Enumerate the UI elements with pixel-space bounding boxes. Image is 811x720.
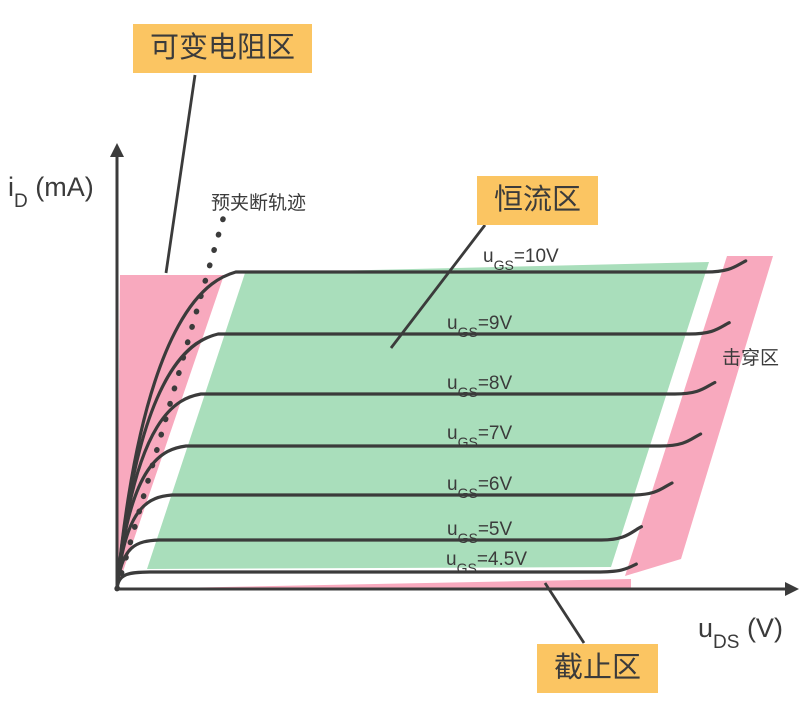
svg-text:击穿区: 击穿区 <box>722 347 779 369</box>
svg-text:预夹断轨迹: 预夹断轨迹 <box>211 192 306 214</box>
svg-text:uDS (V): uDS (V) <box>698 613 783 653</box>
svg-text:iD (mA): iD (mA) <box>8 172 94 212</box>
